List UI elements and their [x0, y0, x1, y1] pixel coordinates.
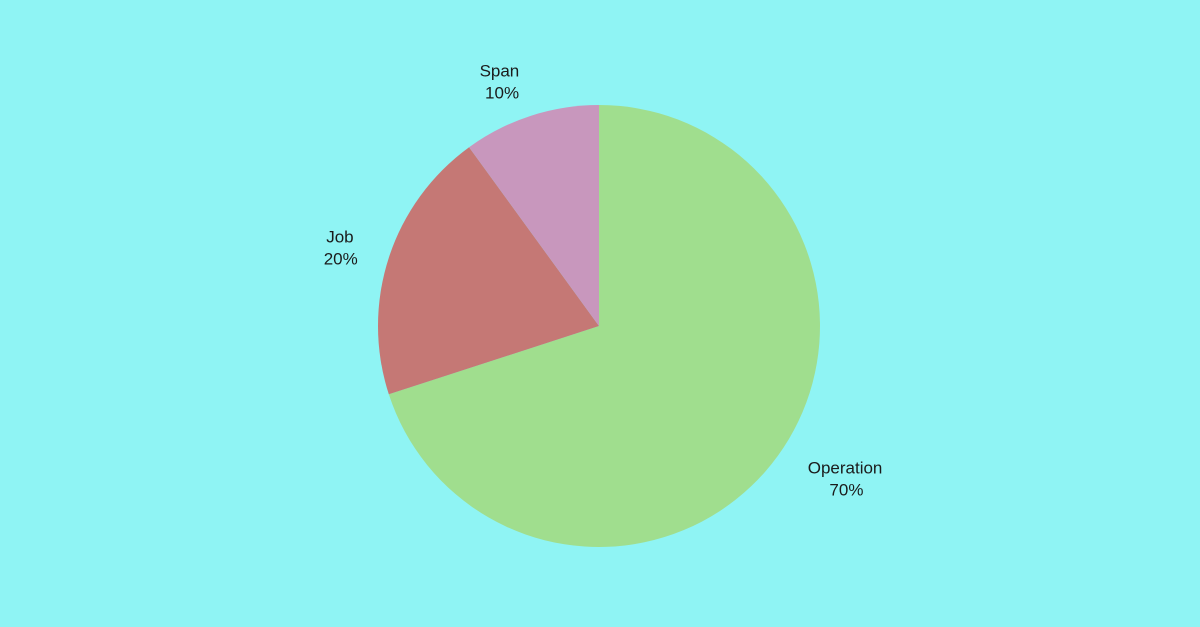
slice-value-job: 20%: [324, 249, 358, 268]
slice-value-span: 10%: [485, 84, 519, 103]
slice-label-job: Job: [326, 227, 353, 246]
pie-labels: Operation 70% Job 20% Span 10%: [324, 62, 883, 500]
pie-slice-job: [378, 147, 599, 395]
pie-slice-span: [469, 105, 599, 326]
slice-value-operation: 70%: [829, 481, 863, 500]
pie-slice-operation: [388, 105, 820, 547]
slice-label-operation: Operation: [808, 459, 883, 478]
slice-label-span: Span: [480, 62, 520, 81]
pie-slices: [378, 105, 820, 547]
